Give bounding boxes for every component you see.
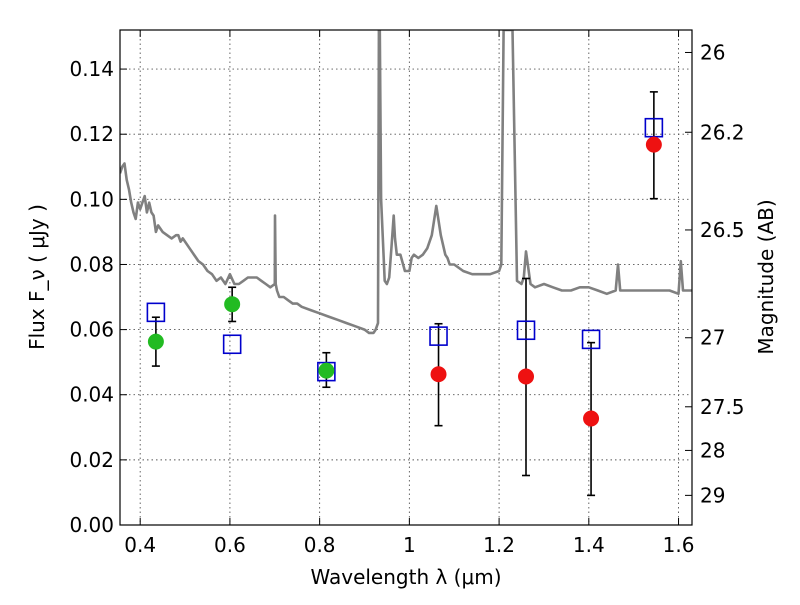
y-tick-label: 0.08 bbox=[69, 252, 114, 276]
model-square-point bbox=[516, 320, 536, 341]
right-tick-label: 26.5 bbox=[700, 218, 745, 242]
model-square-point bbox=[222, 334, 242, 355]
y-tick-label: 0.14 bbox=[69, 57, 114, 81]
y-tick-label: 0.06 bbox=[69, 318, 114, 342]
model-square-point bbox=[581, 329, 601, 350]
right-tick-label: 26 bbox=[700, 40, 725, 64]
flux-point bbox=[583, 410, 600, 427]
model-square-point bbox=[429, 326, 448, 346]
grid bbox=[120, 30, 692, 526]
right-tick-label: 26.2 bbox=[700, 120, 745, 144]
x-tick-label: 0.8 bbox=[304, 533, 336, 557]
right-axis-label: Magnitude (AB) bbox=[754, 199, 778, 354]
spectrum-line bbox=[120, 30, 692, 335]
right-tick-label: 28 bbox=[700, 438, 725, 462]
flux-point bbox=[147, 333, 164, 350]
x-tick-label: 1.4 bbox=[573, 533, 605, 557]
x-tick-label: 0.4 bbox=[124, 533, 156, 557]
error-bars bbox=[151, 91, 658, 497]
x-tick-label: 0.6 bbox=[214, 533, 246, 557]
y-tick-label: 0.00 bbox=[69, 513, 114, 537]
markers bbox=[146, 117, 664, 427]
x-axis-label: Wavelength λ (μm) bbox=[310, 565, 501, 589]
right-tick-label: 29 bbox=[700, 483, 725, 507]
right-tick-label: 27.5 bbox=[700, 395, 745, 419]
y-tick-label: 0.04 bbox=[69, 383, 114, 407]
flux-point bbox=[518, 368, 535, 385]
flux-point bbox=[224, 296, 241, 313]
ticks: 0.4 0.6 0.8 1 1.2 1.4 1.6 0.00 0.02 0.04 0.06 0.08 0… bbox=[69, 30, 745, 557]
y-tick-label: 0.12 bbox=[69, 122, 114, 146]
y-tick-label: 0.10 bbox=[69, 187, 114, 211]
plot-frame bbox=[119, 29, 693, 526]
x-tick-label: 1 bbox=[403, 533, 416, 557]
right-tick-label: 27 bbox=[700, 326, 725, 350]
model-square-point bbox=[146, 302, 166, 323]
x-tick-label: 1.6 bbox=[663, 533, 695, 557]
flux-point bbox=[318, 362, 335, 379]
spectrum-layer bbox=[120, 30, 692, 335]
model-square-point bbox=[317, 361, 336, 382]
y-tick-label: 0.02 bbox=[69, 448, 114, 472]
flux-point bbox=[645, 136, 662, 153]
x-tick-label: 1.2 bbox=[483, 533, 515, 557]
flux-point bbox=[430, 366, 447, 383]
y-axis-label: Flux F_ν ( μJy ) bbox=[25, 204, 49, 350]
